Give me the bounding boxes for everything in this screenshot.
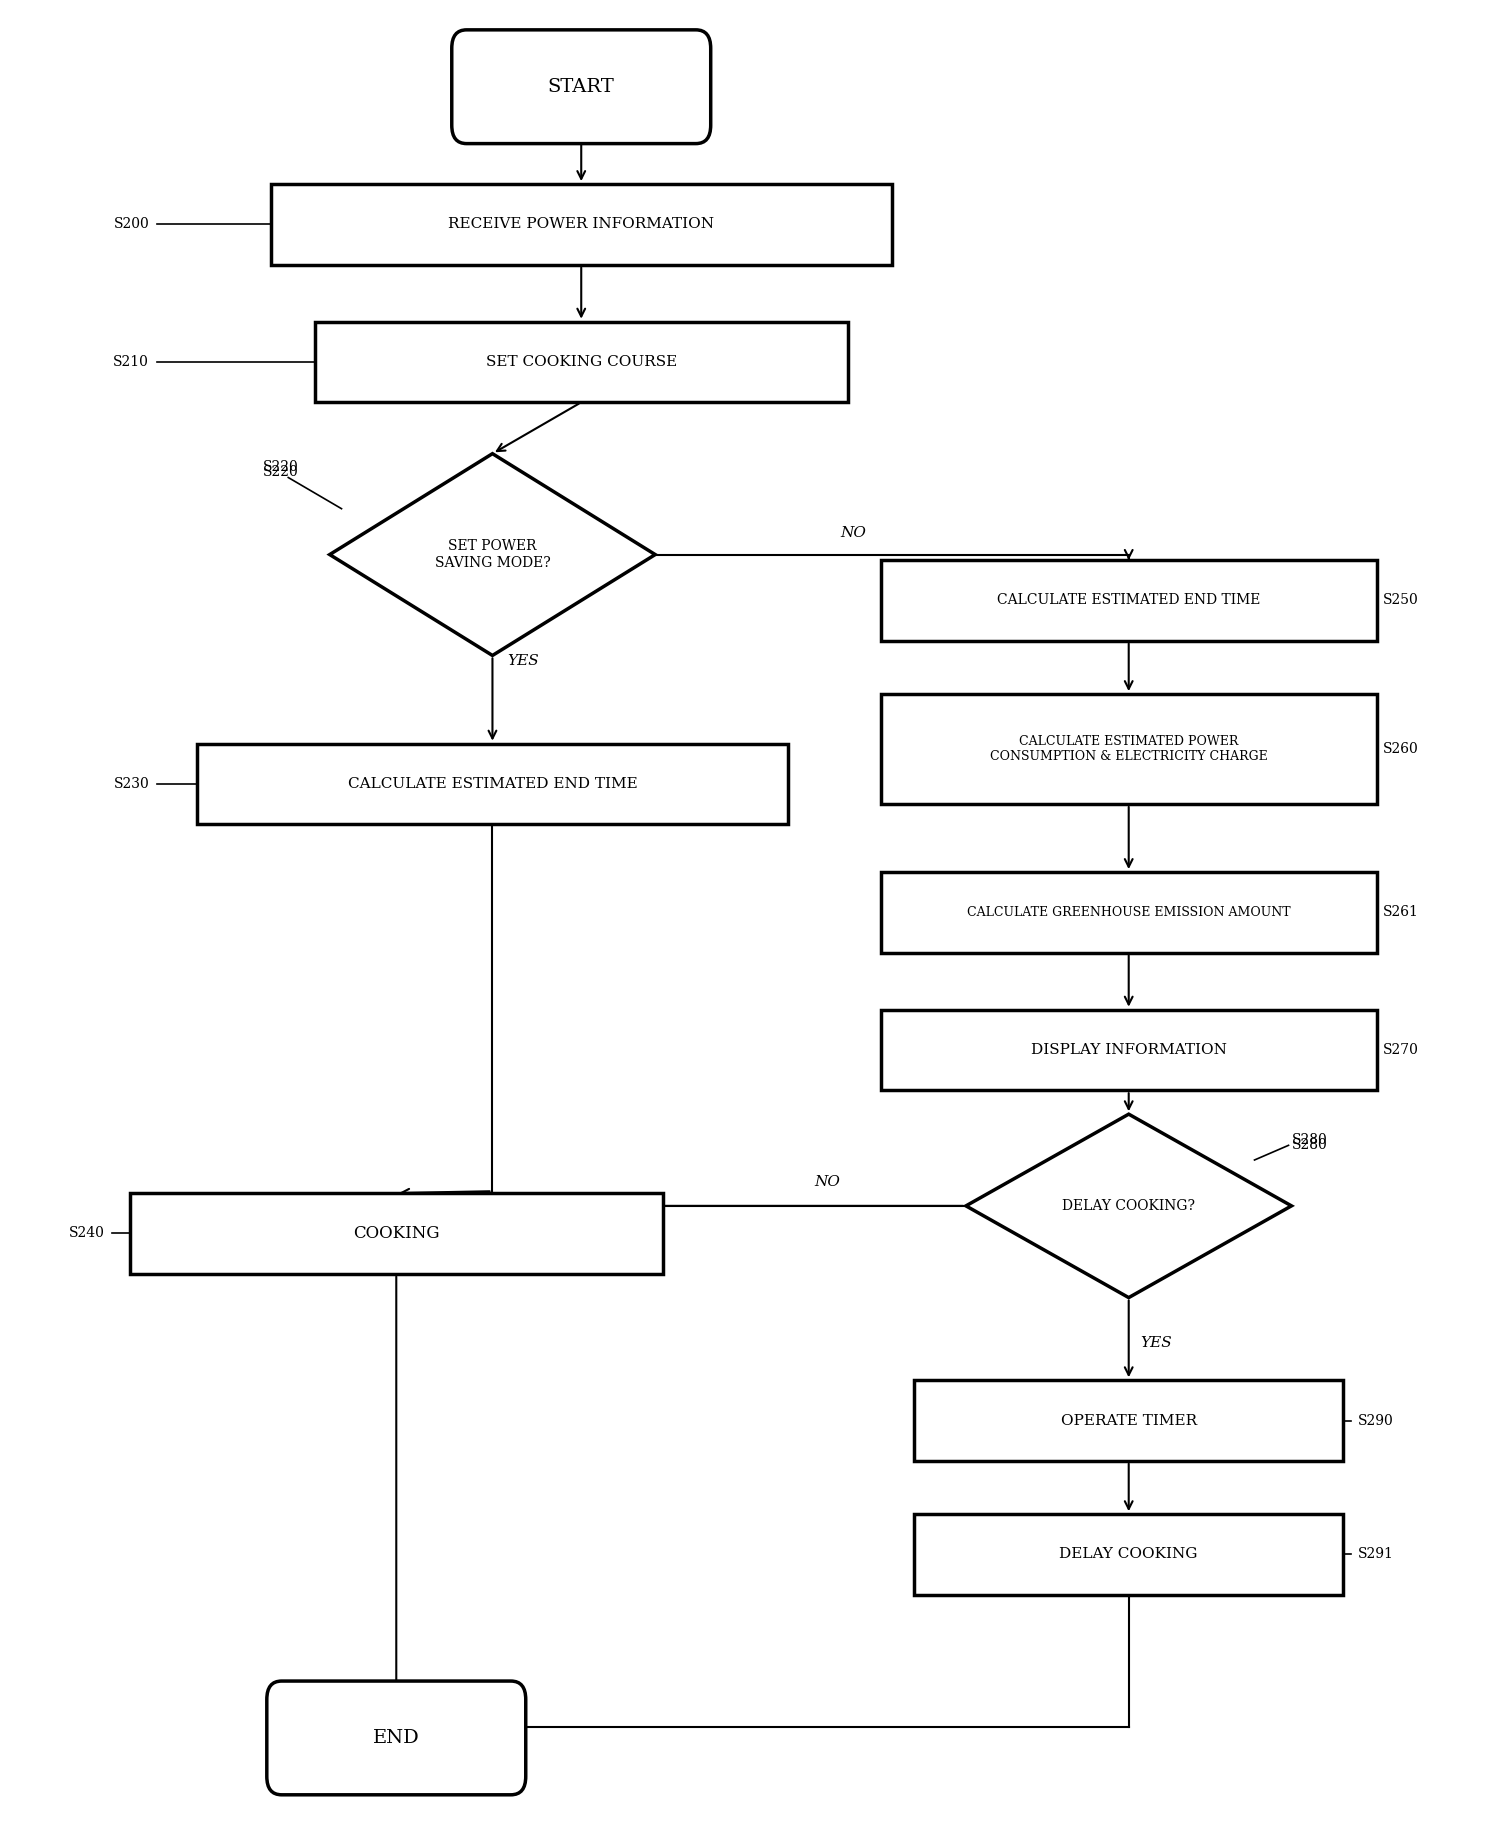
- Text: S260: S260: [1384, 743, 1420, 756]
- FancyBboxPatch shape: [266, 1681, 525, 1795]
- Text: CALCULATE ESTIMATED END TIME: CALCULATE ESTIMATED END TIME: [997, 593, 1260, 608]
- Text: NO: NO: [814, 1176, 841, 1189]
- FancyBboxPatch shape: [452, 29, 711, 144]
- Text: S280: S280: [1292, 1133, 1327, 1146]
- Text: S220: S220: [263, 464, 299, 479]
- Bar: [129, 1192, 662, 1274]
- Text: SET POWER
SAVING MODE?: SET POWER SAVING MODE?: [434, 540, 551, 569]
- Text: S210: S210: [113, 356, 149, 369]
- Text: NO: NO: [841, 525, 866, 540]
- Text: S230: S230: [113, 778, 149, 791]
- Text: DISPLAY INFORMATION: DISPLAY INFORMATION: [1031, 1043, 1226, 1056]
- Polygon shape: [966, 1115, 1292, 1297]
- Bar: [914, 1515, 1344, 1594]
- Bar: [881, 695, 1376, 804]
- Text: RECEIVE POWER INFORMATION: RECEIVE POWER INFORMATION: [448, 217, 714, 232]
- Text: YES: YES: [507, 654, 539, 667]
- Text: CALCULATE GREENHOUSE EMISSION AMOUNT: CALCULATE GREENHOUSE EMISSION AMOUNT: [967, 905, 1290, 920]
- Text: COOKING: COOKING: [353, 1226, 439, 1242]
- Text: S200: S200: [113, 217, 149, 232]
- Bar: [315, 321, 848, 402]
- Polygon shape: [330, 453, 655, 656]
- Bar: [271, 184, 891, 265]
- Text: S280: S280: [1292, 1139, 1327, 1152]
- Text: S291: S291: [1359, 1548, 1394, 1561]
- Bar: [914, 1380, 1344, 1461]
- Text: S240: S240: [68, 1226, 104, 1240]
- Text: SET COOKING COURSE: SET COOKING COURSE: [485, 356, 677, 369]
- Text: START: START: [548, 77, 615, 96]
- Bar: [196, 743, 789, 824]
- Text: S270: S270: [1384, 1043, 1420, 1056]
- Bar: [881, 560, 1376, 641]
- Text: S220: S220: [263, 459, 299, 474]
- Text: OPERATE TIMER: OPERATE TIMER: [1061, 1414, 1196, 1428]
- Text: CALCULATE ESTIMATED POWER
CONSUMPTION & ELECTRICITY CHARGE: CALCULATE ESTIMATED POWER CONSUMPTION & …: [990, 735, 1268, 763]
- Bar: [881, 872, 1376, 953]
- Text: S261: S261: [1384, 905, 1420, 920]
- Text: DELAY COOKING?: DELAY COOKING?: [1062, 1200, 1195, 1213]
- Text: S250: S250: [1384, 593, 1420, 608]
- Text: DELAY COOKING: DELAY COOKING: [1059, 1548, 1198, 1561]
- Text: YES: YES: [1140, 1336, 1173, 1351]
- Text: CALCULATE ESTIMATED END TIME: CALCULATE ESTIMATED END TIME: [348, 778, 637, 791]
- Bar: [881, 1010, 1376, 1091]
- Text: END: END: [373, 1729, 420, 1747]
- Text: S290: S290: [1359, 1414, 1394, 1428]
